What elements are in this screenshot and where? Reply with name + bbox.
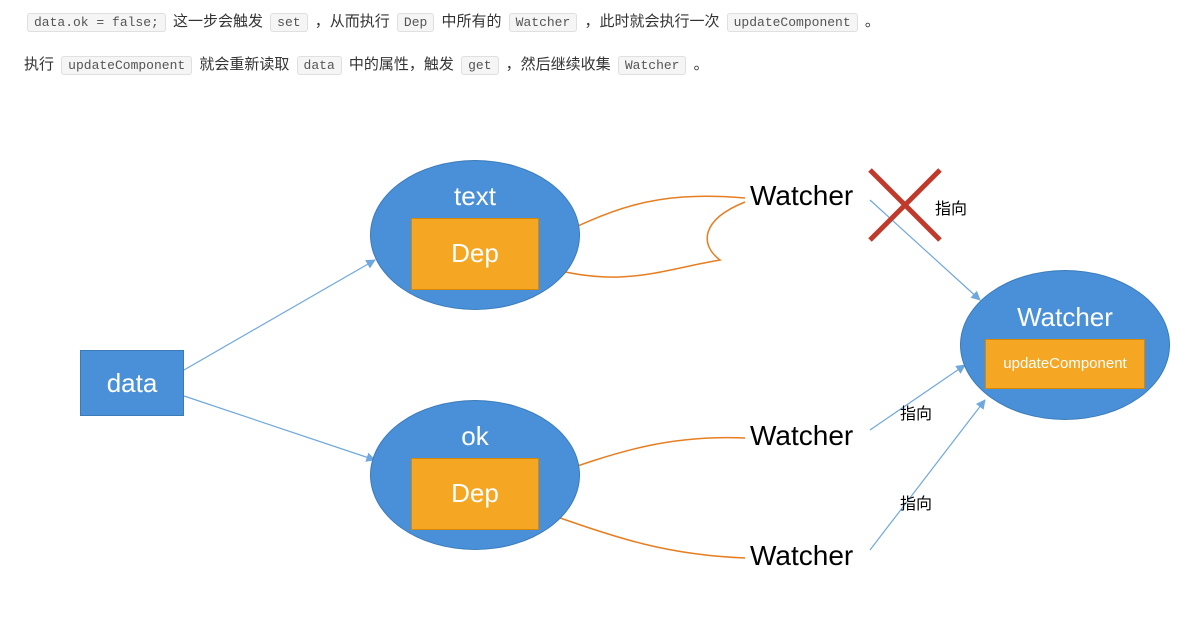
text-ellipse-label: text	[454, 181, 496, 212]
dep-box-top: Dep	[411, 218, 539, 290]
code-inline: Watcher	[509, 13, 578, 32]
watcher-ellipse-label: Watcher	[1017, 302, 1113, 333]
watcher-ellipse: Watcher updateComponent	[960, 270, 1170, 420]
ok-ellipse: ok Dep	[370, 400, 580, 550]
data-node: data	[80, 350, 184, 416]
pointer-label-2: 指向	[900, 400, 932, 424]
data-node-label: data	[107, 368, 158, 399]
code-inline: updateComponent	[727, 13, 858, 32]
watcher-label-1: Watcher	[750, 180, 853, 212]
dep-box-bottom: Dep	[411, 458, 539, 530]
pointer-label-3: 指向	[900, 490, 932, 514]
text-ellipse: text Dep	[370, 160, 580, 310]
code-inline: set	[270, 13, 307, 32]
explanation-line-1: data.ok = false; 这一步会触发 set ，从而执行 Dep 中所…	[0, 0, 1200, 43]
code-inline: data.ok = false;	[27, 13, 166, 32]
code-inline: get	[461, 56, 498, 75]
explanation-line-2: 执行 updateComponent 就会重新读取 data 中的属性，触发 g…	[0, 43, 1200, 86]
watcher-label-2: Watcher	[750, 420, 853, 452]
update-component-label: updateComponent	[1003, 355, 1126, 372]
code-inline: Dep	[397, 13, 434, 32]
code-inline: Watcher	[618, 56, 687, 75]
dep-bot-label: Dep	[451, 478, 499, 509]
code-inline: updateComponent	[61, 56, 192, 75]
diagram-container: data text Dep ok Dep Watcher updateCompo…	[0, 120, 1200, 640]
dep-top-label: Dep	[451, 238, 499, 269]
pointer-label-1: 指向	[935, 195, 967, 219]
code-inline: data	[297, 56, 342, 75]
update-component-box: updateComponent	[985, 339, 1145, 389]
watcher-label-3: Watcher	[750, 540, 853, 572]
ok-ellipse-label: ok	[461, 421, 488, 452]
